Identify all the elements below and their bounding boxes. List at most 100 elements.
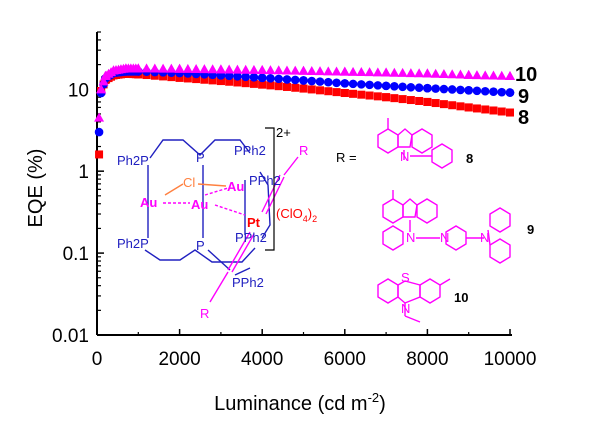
pt-label: Pt <box>247 215 261 230</box>
phosphine-label: PPh2 <box>234 143 266 158</box>
n-label: N <box>406 230 415 245</box>
bracket <box>265 127 275 251</box>
cl-bond-2 <box>197 183 227 187</box>
point-10 <box>455 69 466 79</box>
x-tick-label: 8000 <box>406 349 448 370</box>
point-10 <box>364 67 375 77</box>
point-8 <box>406 96 415 105</box>
point-8 <box>291 83 300 92</box>
point-8 <box>200 75 209 84</box>
point-10 <box>331 66 342 76</box>
point-9 <box>398 82 407 92</box>
point-10 <box>488 70 499 80</box>
au-label: Au <box>140 195 157 210</box>
point-10 <box>149 63 160 73</box>
series-layer <box>94 63 515 159</box>
point-9 <box>323 77 333 87</box>
point-8 <box>167 73 176 82</box>
point-8 <box>241 79 250 88</box>
point-10 <box>265 65 276 75</box>
point-9 <box>431 84 440 93</box>
point-10 <box>348 66 359 76</box>
compound-8-structure <box>377 118 453 169</box>
point-8 <box>415 96 424 105</box>
x-tick-label: 6000 <box>324 349 366 370</box>
point-10 <box>281 65 292 75</box>
metal-bonds <box>163 187 246 216</box>
x-tick-label: 10000 <box>484 349 537 370</box>
point-8 <box>183 74 192 83</box>
point-10 <box>130 63 141 73</box>
tick-labels: 0 2000 4000 6000 8000 10000 0.01 0.1 1 10 <box>52 80 536 370</box>
compound-10-structure <box>377 278 451 323</box>
point-8 <box>431 99 440 108</box>
point-9 <box>94 127 104 137</box>
point-8 <box>225 77 234 86</box>
point-8 <box>274 82 283 91</box>
point-10 <box>215 64 226 74</box>
counterion-label: (ClO4)2 <box>276 206 317 224</box>
point-10 <box>471 70 482 80</box>
point-9 <box>373 81 383 90</box>
y-tick-label: 1 <box>78 162 89 183</box>
point-10 <box>182 63 193 73</box>
point-8 <box>373 92 382 101</box>
point-10 <box>94 112 105 122</box>
point-10 <box>463 69 474 79</box>
point-8 <box>481 105 490 114</box>
point-10 <box>397 67 408 77</box>
point-8 <box>208 76 217 85</box>
x-axis-title: Luminance (cd m-2) <box>214 390 386 415</box>
point-8 <box>249 79 258 88</box>
point-10 <box>496 70 507 80</box>
point-9 <box>241 72 250 82</box>
point-10 <box>430 68 441 78</box>
point-9 <box>464 86 474 95</box>
point-8 <box>216 77 225 86</box>
compound-9-structure <box>382 190 511 264</box>
cl-label: Cl <box>183 175 195 190</box>
point-10 <box>96 84 107 94</box>
point-8 <box>299 84 308 93</box>
series-label-10: 10 <box>515 64 537 86</box>
point-10 <box>174 63 185 73</box>
x-tick-label: 2000 <box>158 349 200 370</box>
point-10 <box>298 65 309 75</box>
point-8 <box>448 101 457 110</box>
point-9 <box>299 76 308 85</box>
point-9 <box>406 82 416 92</box>
y-tick-label: 0.1 <box>63 244 89 265</box>
x-tick-label: 4000 <box>241 349 283 370</box>
point-8 <box>506 108 514 117</box>
point-9 <box>381 81 391 91</box>
point-8 <box>382 93 391 102</box>
phosphine-label: Ph2P <box>117 153 149 168</box>
point-9 <box>390 82 399 91</box>
point-10 <box>257 64 268 74</box>
point-8 <box>332 88 341 97</box>
point-9 <box>249 73 259 82</box>
point-10 <box>315 66 326 76</box>
point-8 <box>282 82 291 91</box>
point-8 <box>324 87 333 96</box>
point-8 <box>316 86 325 95</box>
p-label: P <box>196 238 205 253</box>
point-8 <box>357 90 366 99</box>
series-label-9: 9 <box>518 86 529 108</box>
point-8 <box>497 107 506 116</box>
point-10 <box>166 63 177 73</box>
point-10 <box>290 65 301 75</box>
point-8 <box>365 91 374 100</box>
alkyne-arms <box>209 156 299 303</box>
phosphine-label: PPh2 <box>235 230 267 245</box>
point-8 <box>266 81 275 90</box>
point-10 <box>158 63 169 73</box>
point-8 <box>95 150 104 159</box>
point-9 <box>307 76 317 86</box>
x-tick-label: 0 <box>92 349 103 370</box>
series-label-8: 8 <box>518 107 529 129</box>
substituent-key: R = N 8 N N N <box>336 118 534 323</box>
point-9 <box>505 88 515 97</box>
point-8 <box>233 78 242 87</box>
y-tick-label: 10 <box>68 80 89 101</box>
